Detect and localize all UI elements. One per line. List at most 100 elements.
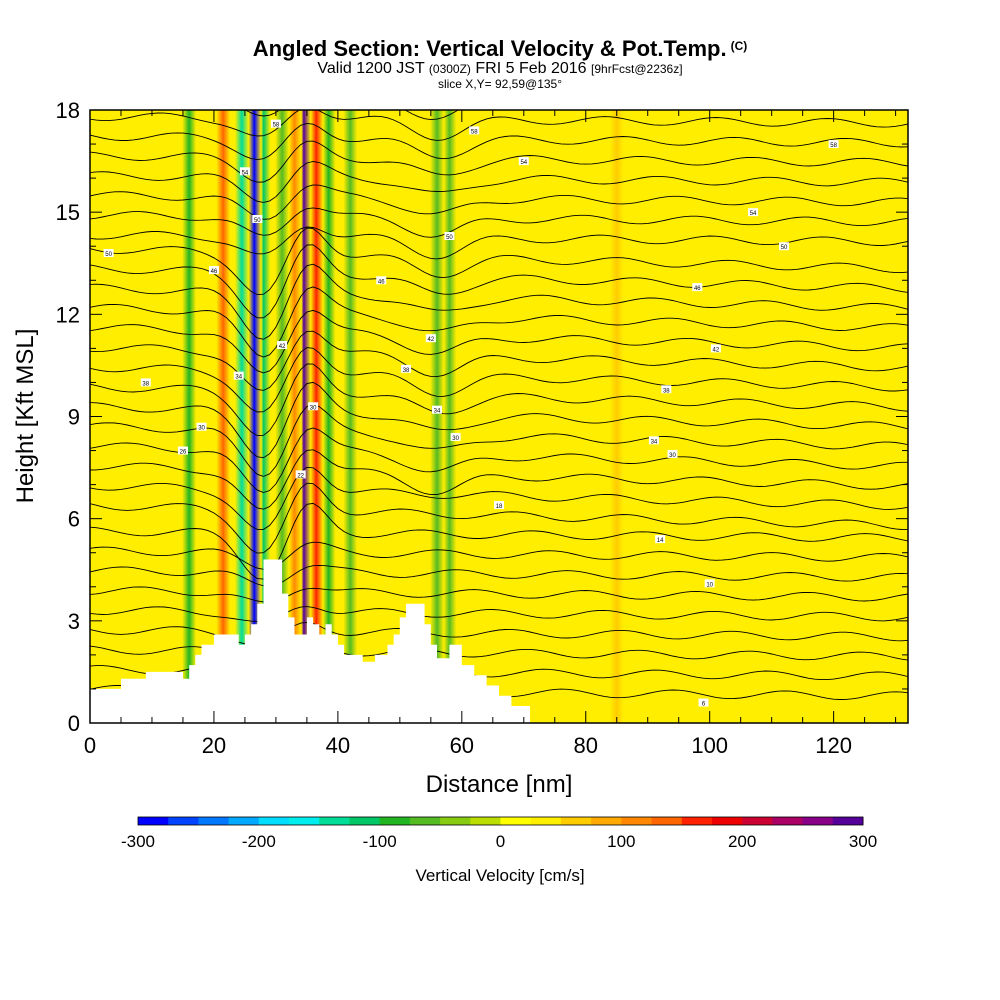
contour-label-bg (425, 334, 436, 343)
colorbar-swatch (168, 817, 199, 825)
contour-label: 30 (198, 426, 205, 432)
chart-subtitle: Valid 1200 JST (0300Z) FRI 5 Feb 2016 [9… (317, 60, 683, 77)
theta-contour-line (90, 564, 908, 587)
theta-contour-line (90, 244, 908, 319)
colorbar-tick-label: 200 (728, 832, 756, 851)
x-tick-label: 80 (574, 733, 598, 758)
colorbar-swatch (742, 817, 773, 825)
contour-label: 34 (651, 439, 658, 445)
colorbar-swatch (470, 817, 501, 825)
theta-contour-line (90, 381, 908, 459)
contour-label-bg (469, 126, 480, 135)
contour-label: 54 (750, 211, 757, 217)
contour-label: 38 (142, 381, 149, 387)
contour-label-bg (295, 470, 306, 479)
theta-contour-line (90, 140, 908, 183)
x-tick-label: 20 (202, 733, 226, 758)
contour-label: 34 (235, 375, 242, 381)
x-axis-label: Distance [nm] (426, 771, 573, 798)
theta-contour-line (90, 330, 908, 391)
y-tick-label: 15 (56, 200, 80, 225)
contour-label: 46 (694, 286, 701, 292)
contour-label-bg (692, 283, 703, 292)
colorbar-tick-label: 300 (849, 832, 877, 851)
colorbar-frame (137, 816, 864, 826)
colorbar-swatch (379, 817, 411, 825)
contour-label-bg (177, 446, 188, 455)
y-tick-label: 6 (68, 507, 80, 532)
contour-label-bg (432, 405, 443, 414)
theta-contour-line (90, 606, 908, 622)
theta-contour-line (90, 466, 908, 530)
contour-label: 42 (279, 344, 286, 350)
x-axis: 0 20 40 60 80 100 120 (84, 110, 897, 758)
colorbar-swatch (198, 817, 230, 825)
contour-label: 58 (471, 129, 478, 135)
colorbar-swatch (319, 817, 350, 825)
contour-label: 46 (378, 279, 385, 285)
contour-labels: 58 58 58 54 54 54 50 50 50 50 46 46 46 42 42 42 38 38 38 34… (103, 119, 839, 708)
theta-contour-line (90, 286, 908, 358)
contour-label-bg (233, 371, 244, 380)
colorbar-tick-label: 0 (496, 832, 505, 851)
contour-label-bg (376, 276, 387, 285)
contour-label: 18 (496, 504, 503, 510)
contour-label-bg (277, 340, 288, 349)
contour-label: 26 (180, 450, 187, 456)
colorbar-tick-label: -200 (242, 832, 276, 851)
contour-label: 46 (211, 269, 218, 275)
colorbar-swatch (138, 817, 169, 825)
contour-label: 34 (434, 409, 441, 415)
contour-label-bg (140, 378, 151, 387)
contour-label: 30 (310, 405, 317, 411)
colorbar-swatch (500, 817, 532, 825)
contour-label: 50 (254, 218, 261, 224)
colorbar-tick-label: 100 (607, 832, 635, 851)
theta-contour-line (90, 502, 908, 580)
contour-label-bg (196, 422, 207, 431)
contour-label: 38 (663, 388, 670, 394)
contour-label: 50 (105, 252, 112, 258)
colorbar-swatch (711, 817, 743, 825)
theta-contour-line (90, 184, 908, 220)
contour-label: 22 (297, 473, 304, 479)
contour-label: 42 (713, 347, 720, 353)
colorbar-swatch (289, 817, 320, 825)
theta-contour-line (90, 541, 908, 570)
contour-label-bg (308, 402, 319, 411)
velocity-field-background (90, 110, 908, 723)
colorbar-swatch (772, 817, 804, 825)
contour-label-bg (103, 249, 114, 258)
theta-contour-line (90, 110, 908, 141)
contour-label-bg (779, 242, 790, 251)
theta-contour-line (90, 161, 908, 203)
x-tick-label: 100 (691, 733, 728, 758)
colorbar-tick-label: -100 (363, 832, 397, 851)
theta-contour-line (90, 122, 908, 161)
theta-contour-line (90, 427, 908, 493)
colorbar: -300 -200 -100 0 100 200 300 (121, 816, 877, 851)
y-tick-label: 18 (56, 98, 80, 123)
x-tick-label: 40 (326, 733, 350, 758)
colorbar-swatch (440, 817, 471, 825)
x-tick-label: 60 (450, 733, 474, 758)
contour-label-bg (494, 501, 504, 510)
chart-title: Angled Section: Vertical Velocity & Pot.… (252, 36, 748, 61)
contour-label-bg (698, 698, 709, 707)
colorbar-swatch (530, 817, 562, 825)
contour-label-bg (704, 579, 715, 588)
plot-area: 58 58 58 54 54 54 50 50 50 50 46 46 46 42 42 42 38 38 38 34… (89, 109, 909, 724)
x-tick-label: 0 (84, 733, 96, 758)
contour-label-bg (270, 119, 281, 128)
contour-label-bg (667, 449, 678, 458)
theta-contour-line (90, 226, 908, 260)
contour-label: 50 (446, 235, 453, 241)
y-tick-label: 12 (56, 302, 80, 327)
contour-label: 50 (781, 245, 788, 251)
y-tick-label: 9 (68, 405, 80, 430)
theta-contour-line (90, 347, 908, 413)
contour-label: 58 (273, 123, 280, 129)
colorbar-swatch (832, 817, 864, 825)
colorbar-swatch (349, 817, 381, 825)
contour-label: 54 (520, 160, 527, 166)
